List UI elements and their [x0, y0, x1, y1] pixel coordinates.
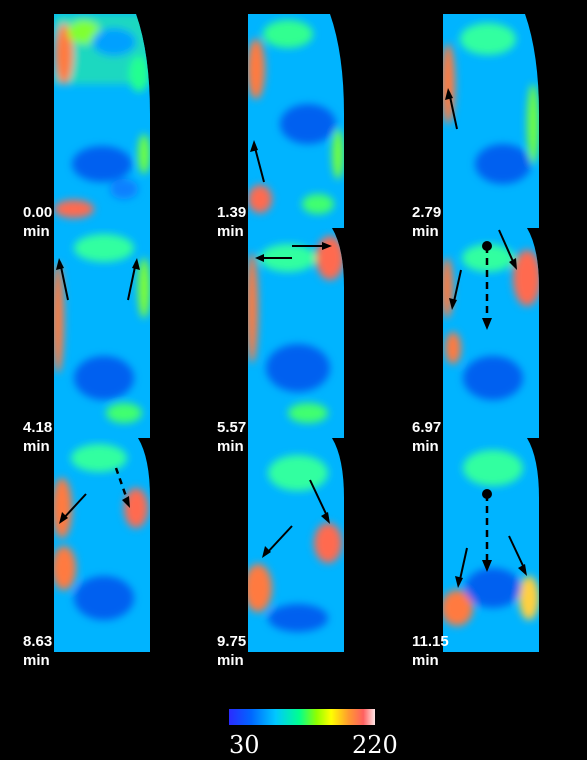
panel-7 — [248, 438, 344, 652]
time-value: 6.97 — [412, 419, 442, 436]
panel-1 — [248, 14, 344, 228]
panel-5 — [443, 228, 539, 438]
time-unit: min — [217, 438, 244, 455]
time-value: 8.63 — [23, 633, 53, 650]
colorbar-min-label: 30 — [229, 731, 260, 759]
heatmap-image — [54, 14, 150, 228]
heatmap-image — [443, 14, 539, 228]
time-unit: min — [412, 438, 439, 455]
time-value: 4.18 — [23, 419, 53, 436]
time-label-0: 0.00 min — [23, 203, 52, 241]
panel-0 — [54, 14, 150, 228]
time-value: 2.79 — [412, 204, 442, 221]
heatmap-image — [443, 438, 539, 652]
heatmap-image — [443, 228, 539, 438]
heatmap-image — [248, 228, 344, 438]
panel-2 — [443, 14, 539, 228]
heatmap-image — [248, 14, 344, 228]
time-label-7: 9.75 min — [217, 632, 246, 670]
panel-8 — [443, 438, 539, 652]
panel-6 — [54, 438, 150, 652]
panel-3 — [54, 228, 150, 438]
time-unit: min — [23, 652, 50, 669]
time-unit: min — [23, 223, 50, 240]
colorbar — [229, 709, 375, 725]
time-label-3: 4.18 min — [23, 418, 52, 456]
heatmap-image — [54, 438, 150, 652]
time-label-2: 2.79 min — [412, 203, 441, 241]
time-value: 9.75 — [217, 633, 247, 650]
time-value: 0.00 — [23, 204, 53, 221]
time-label-5: 6.97 min — [412, 418, 441, 456]
panel-4 — [248, 228, 344, 438]
time-value: 1.39 — [217, 204, 247, 221]
time-value: 5.57 — [217, 419, 247, 436]
time-label-6: 8.63 min — [23, 632, 52, 670]
time-unit: min — [217, 652, 244, 669]
colorbar-max-label: 220 — [352, 731, 398, 759]
heatmap-image — [248, 438, 344, 652]
time-unit: min — [23, 438, 50, 455]
time-unit: min — [412, 652, 439, 669]
heatmap-image — [54, 228, 150, 438]
time-value: 11.15 — [412, 633, 449, 650]
time-label-4: 5.57 min — [217, 418, 246, 456]
time-unit: min — [217, 223, 244, 240]
time-label-1: 1.39 min — [217, 203, 246, 241]
time-unit: min — [412, 223, 439, 240]
time-label-8: 11.15 min — [412, 632, 449, 670]
